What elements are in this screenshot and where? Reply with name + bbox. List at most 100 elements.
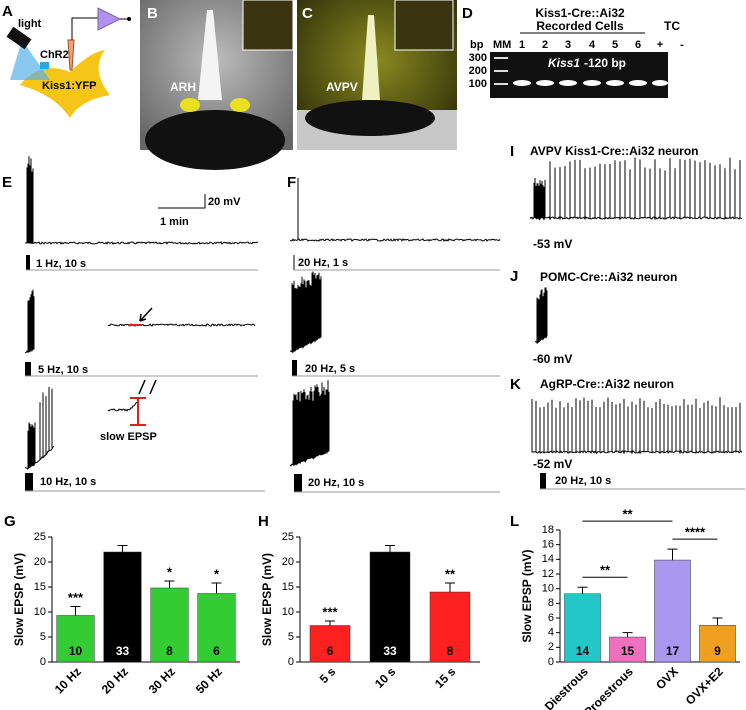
image-c-inset bbox=[394, 0, 454, 51]
n-label: 8 bbox=[447, 644, 454, 658]
scale-time: 1 min bbox=[160, 216, 189, 228]
bar bbox=[56, 615, 95, 663]
gel-title: Kiss1-Cre::Ai32 bbox=[535, 6, 625, 20]
y-tick-label: 14 bbox=[542, 553, 554, 565]
stim-label: 20 Hz, 10 s bbox=[308, 477, 364, 489]
x-tick-label: 30 Hz bbox=[146, 664, 178, 696]
y-tick-label: 25 bbox=[34, 531, 46, 543]
trace-title: AgRP-Cre::Ai32 neuron bbox=[540, 377, 674, 391]
band bbox=[513, 80, 531, 86]
n-label: 6 bbox=[327, 644, 334, 658]
n-label: 33 bbox=[383, 644, 397, 658]
error-bar bbox=[667, 548, 678, 561]
panel-letter: C bbox=[302, 5, 313, 22]
lane-label: 5 bbox=[612, 39, 618, 51]
band bbox=[536, 80, 554, 86]
panel-letter: I bbox=[510, 143, 514, 160]
x-tick-label: Proestrous bbox=[581, 664, 636, 710]
x-tick-label: 5 s bbox=[317, 664, 339, 686]
y-axis-label: Slow EPSP (mV) bbox=[520, 549, 534, 642]
trace bbox=[107, 398, 140, 412]
lane-label: 6 bbox=[635, 39, 641, 51]
stim-label: 20 Hz, 10 s bbox=[555, 475, 611, 487]
schematic-label: Kiss1:YFP bbox=[42, 80, 96, 92]
x-tick-label: OVX+E2 bbox=[683, 664, 726, 707]
bar bbox=[429, 591, 471, 663]
image-b-signal bbox=[230, 98, 250, 112]
stim-label: 1 Hz, 10 s bbox=[36, 258, 86, 270]
panel-letter: H bbox=[258, 513, 269, 530]
trace bbox=[529, 157, 743, 221]
n-label: 15 bbox=[621, 644, 635, 658]
y-tick-label: 15 bbox=[282, 581, 294, 593]
y-tick-label: 18 bbox=[542, 524, 554, 536]
band bbox=[559, 80, 577, 86]
image-b-electrode bbox=[198, 10, 222, 100]
stimulus bbox=[25, 473, 33, 491]
error-bar bbox=[325, 620, 335, 626]
potential: -53 mV bbox=[533, 237, 572, 251]
error-bar bbox=[70, 606, 81, 616]
panel-letter: K bbox=[510, 376, 521, 393]
trace bbox=[289, 380, 330, 467]
inset-mark bbox=[130, 397, 146, 426]
significance: *** bbox=[68, 590, 84, 605]
y-tick-label: 0 bbox=[548, 656, 554, 668]
scale-voltage: 20 mV bbox=[208, 196, 241, 208]
x-tick-label: 15 s bbox=[432, 664, 459, 691]
y-tick-label: 16 bbox=[542, 539, 554, 551]
amplifier bbox=[97, 7, 122, 31]
ladder-band bbox=[494, 83, 508, 85]
error-bar bbox=[622, 632, 633, 638]
schematic-label: light bbox=[18, 18, 42, 30]
stimulus bbox=[292, 360, 297, 376]
gel bbox=[490, 52, 668, 98]
size-label: 300 bbox=[469, 52, 487, 64]
layout bbox=[6, 0, 668, 209]
trace bbox=[24, 386, 55, 471]
stim-label: 20 Hz, 5 s bbox=[305, 363, 355, 375]
bar bbox=[309, 625, 351, 663]
arrow bbox=[138, 379, 157, 395]
y-tick-label: 25 bbox=[282, 531, 294, 543]
bar bbox=[609, 636, 646, 663]
error-bar bbox=[117, 545, 128, 552]
y-tick-label: 2 bbox=[548, 641, 554, 653]
significance: * bbox=[214, 566, 220, 581]
band-size: -120 bp bbox=[584, 56, 626, 70]
y-tick-label: 8 bbox=[548, 597, 554, 609]
y-tick-label: 20 bbox=[282, 556, 294, 568]
n-label: 6 bbox=[213, 644, 220, 658]
band bbox=[652, 80, 668, 86]
x-tick-label: 20 Hz bbox=[99, 664, 131, 696]
light-source bbox=[6, 26, 32, 50]
scale-bar bbox=[158, 194, 206, 209]
n-label: 33 bbox=[116, 644, 130, 658]
y-tick-label: 4 bbox=[548, 627, 554, 639]
x-tick-label: 50 Hz bbox=[193, 664, 225, 696]
image-c-electrode bbox=[362, 15, 380, 100]
bracket-label: **** bbox=[685, 525, 706, 540]
trace bbox=[289, 271, 322, 354]
bracket-label: ** bbox=[600, 563, 611, 578]
n-label: 14 bbox=[576, 644, 590, 658]
error-bar bbox=[164, 580, 175, 588]
ladder-band bbox=[494, 57, 508, 59]
n-label: 17 bbox=[666, 644, 680, 658]
stim-label: 5 Hz, 10 s bbox=[38, 364, 88, 376]
bar bbox=[103, 551, 142, 663]
image-b-shadow bbox=[145, 110, 285, 170]
x-tick-label: OVX bbox=[653, 664, 681, 692]
gel-bp: bp bbox=[470, 39, 484, 51]
y-tick-label: 5 bbox=[288, 631, 294, 643]
trace-title: POMC-Cre::Ai32 neuron bbox=[540, 270, 677, 284]
error-bar bbox=[211, 582, 222, 594]
stimulus bbox=[540, 473, 546, 489]
image-c-shadow bbox=[305, 100, 435, 136]
image-label: ARH bbox=[170, 80, 196, 94]
stimulus bbox=[25, 362, 31, 376]
band bbox=[629, 80, 647, 86]
n-label: 9 bbox=[714, 644, 721, 658]
lane-label: 3 bbox=[565, 39, 571, 51]
image-label: AVPV bbox=[326, 80, 358, 94]
